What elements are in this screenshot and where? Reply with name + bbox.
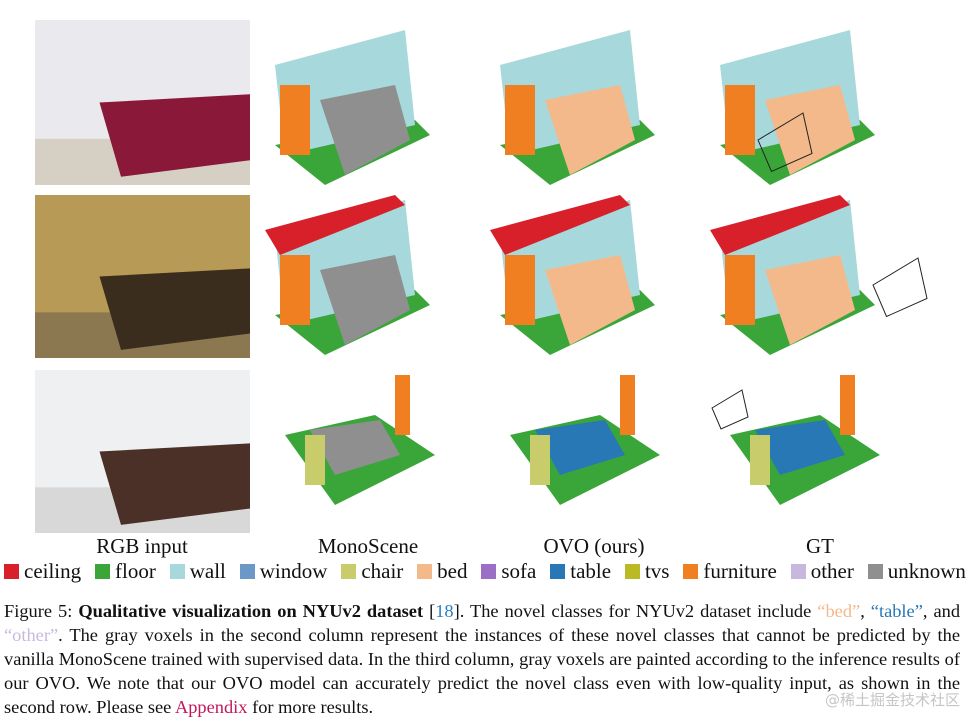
text: [ [429, 601, 436, 621]
legend-label: sofa [501, 559, 537, 583]
legend-item: furniture [683, 559, 777, 584]
legend-label: unknown [887, 559, 966, 583]
legend-swatch [867, 564, 883, 579]
voxel-table [755, 420, 845, 475]
photo-detail [99, 268, 250, 350]
legend-item: tvs [624, 559, 670, 584]
legend-label: furniture [703, 559, 777, 583]
legend-item: chair [341, 559, 403, 584]
legend-item: table [550, 559, 611, 584]
legend-swatch [550, 564, 566, 579]
caption-label: Figure 5: [4, 601, 73, 621]
legend-swatch [95, 564, 111, 579]
voxel-ceiling [490, 195, 630, 255]
legend-swatch [4, 564, 19, 579]
legend-swatch [169, 564, 185, 579]
photo-detail [99, 443, 250, 525]
legend-label: tvs [644, 559, 670, 583]
legend-item: sofa [481, 559, 536, 584]
voxel-furniture [725, 85, 755, 155]
legend-swatch [341, 564, 357, 579]
voxel-furniture [280, 255, 310, 325]
legend-item: wall [169, 559, 226, 584]
voxel-ceiling [710, 195, 850, 255]
caption: Figure 5: Qualitative visualization on N… [4, 599, 960, 719]
voxel-ceiling [265, 195, 405, 255]
voxel-furniture [505, 85, 535, 155]
legend-swatch [239, 564, 255, 579]
voxel-bed [320, 255, 410, 345]
legend-item: ceiling [4, 559, 81, 584]
text: ]. The novel classes for NYUv2 dataset i… [453, 601, 812, 621]
legend-swatch [790, 564, 806, 579]
citation[interactable]: 18 [435, 601, 454, 621]
text: for more results. [252, 697, 374, 717]
legend-label: chair [361, 559, 404, 583]
watermark: @稀土掘金技术社区 [824, 691, 960, 709]
appendix-link[interactable]: Appendix [174, 697, 248, 717]
legend-item: floor [95, 559, 156, 584]
voxel-bed [545, 85, 635, 175]
column-label: RGB input [96, 534, 188, 558]
text: , and [922, 601, 961, 621]
voxel-chair [530, 435, 550, 485]
text: . The gray voxels in the second column r… [4, 625, 960, 717]
legend-label: other [810, 559, 854, 583]
voxel-furniture [725, 255, 755, 325]
voxel-chair [305, 435, 325, 485]
column-label: GT [806, 534, 834, 558]
legend-label: table [570, 559, 612, 583]
novel-class: “other” [4, 625, 59, 645]
voxel-furniture [620, 375, 635, 435]
legend-label: wall [189, 559, 226, 583]
legend-label: ceiling [24, 559, 82, 583]
column-label: OVO (ours) [543, 534, 645, 558]
voxel-furniture [395, 375, 410, 435]
voxel-table [535, 420, 625, 475]
voxel-furniture [280, 85, 310, 155]
camera-frustum [711, 389, 749, 430]
novel-class: “bed” [817, 601, 861, 621]
voxel-bed [765, 85, 855, 175]
voxel-chair [750, 435, 770, 485]
caption-title: Qualitative visualization on NYUv2 datas… [78, 601, 424, 621]
voxel-table [310, 420, 400, 475]
legend-swatch [683, 564, 699, 579]
legend-label: bed [437, 559, 468, 583]
legend-swatch [417, 564, 433, 579]
legend-item: other [790, 559, 854, 584]
text: , [860, 601, 865, 621]
camera-frustum [872, 257, 928, 318]
legend-item: window [239, 559, 328, 584]
legend-item: unknown [867, 559, 966, 584]
camera-frustum [757, 112, 813, 173]
legend-swatch [624, 564, 640, 579]
legend-item: bed [417, 559, 468, 584]
novel-class: “table” [870, 601, 923, 621]
column-label: MonoScene [317, 534, 419, 558]
legend-label: window [259, 559, 328, 583]
legend-swatch [481, 564, 497, 579]
figure-panels [35, 20, 928, 533]
photo-detail [99, 94, 250, 177]
voxel-bed [765, 255, 855, 345]
voxel-bed [320, 85, 410, 175]
voxel-furniture [505, 255, 535, 325]
legend-label: floor [115, 559, 156, 583]
voxel-bed [545, 255, 635, 345]
legend: ceiling floor wall window chair bed sofa table t… [4, 559, 966, 584]
voxel-furniture [840, 375, 855, 435]
